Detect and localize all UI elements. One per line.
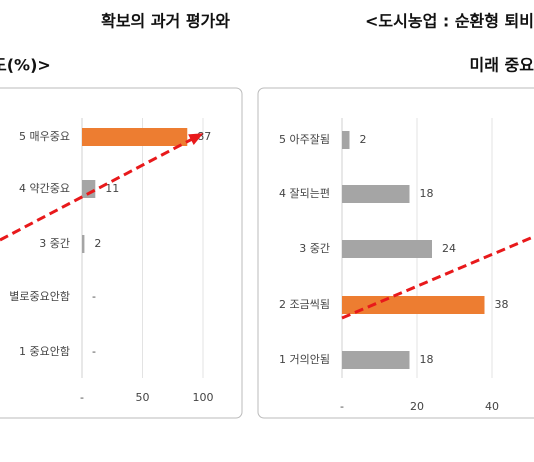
bar xyxy=(342,351,410,369)
bar xyxy=(82,235,85,253)
value-label: - xyxy=(92,345,96,358)
x-tick-label: - xyxy=(340,400,344,413)
bar xyxy=(342,240,432,258)
x-tick-label: 50 xyxy=(136,391,150,404)
category-label: 5 아주잘됨 xyxy=(279,133,330,146)
value-label: 2 xyxy=(94,237,101,250)
x-tick-label: 100 xyxy=(193,391,214,404)
category-label: 4 약간중요 xyxy=(19,181,70,195)
chart-frame xyxy=(0,87,243,419)
category-label: 3 중간 xyxy=(39,237,70,250)
chart-title: 확보의 과거 평가와 xyxy=(101,12,230,31)
category-label: 1 거의안됨 xyxy=(279,353,330,366)
value-label: 24 xyxy=(442,242,456,255)
value-label: 2 xyxy=(360,133,367,146)
arrow-head xyxy=(188,133,204,146)
trend-arrow xyxy=(341,235,534,320)
bar xyxy=(342,131,350,149)
chart-title: 도(%)> xyxy=(0,56,51,75)
value-label: 11 xyxy=(105,182,119,195)
category-label: 3 중간 xyxy=(299,242,330,255)
value-label: - xyxy=(92,290,96,303)
category-label: 4 잘되는편 xyxy=(279,187,330,200)
category-label: 별로중요안함 xyxy=(9,290,70,303)
bar xyxy=(342,296,485,314)
chart-title: 미래 중요 xyxy=(470,56,534,75)
bar xyxy=(82,128,188,146)
trend-arrow xyxy=(0,134,199,242)
chart-title: <도시농업 : 순환형 퇴비 xyxy=(365,12,534,31)
bar xyxy=(342,185,410,203)
value-label: 18 xyxy=(420,187,434,200)
x-tick-label: 40 xyxy=(485,400,499,413)
value-label: 87 xyxy=(197,130,211,143)
bar xyxy=(82,180,96,198)
x-tick-label: - xyxy=(80,391,84,404)
category-label: 5 매우중요 xyxy=(19,130,70,143)
category-label: 2 조금씩됨 xyxy=(279,298,330,311)
x-tick-label: 20 xyxy=(410,400,424,413)
category-label: 1 중요안함 xyxy=(19,345,70,358)
value-label: 18 xyxy=(420,353,434,366)
value-label: 38 xyxy=(495,298,509,311)
